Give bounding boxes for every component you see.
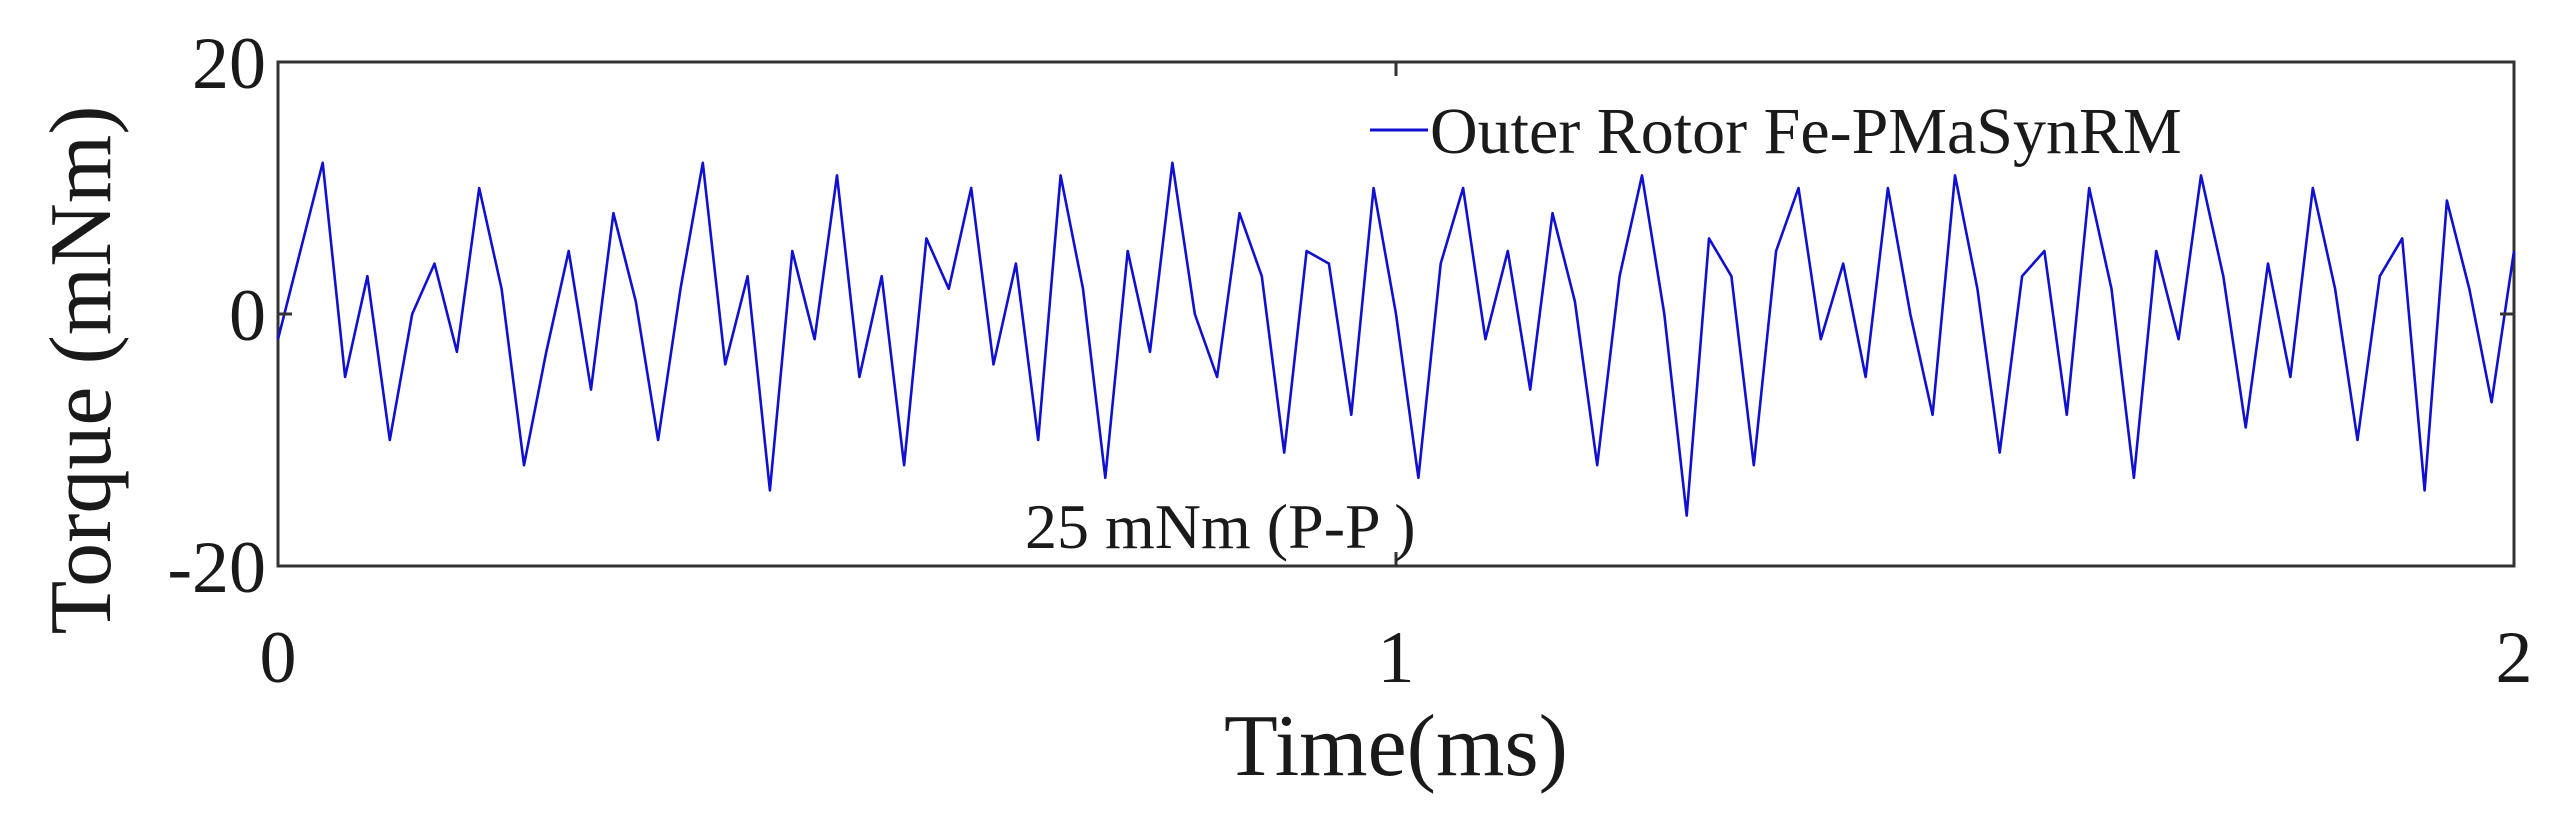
x-tick-label: 0 bbox=[260, 617, 297, 699]
x-tick-label: 1 bbox=[1378, 617, 1415, 699]
y-tick-label: -20 bbox=[167, 527, 266, 609]
legend-entry-outer-rotor: Outer Rotor Fe-PMaSynRM bbox=[1430, 95, 2182, 168]
tick-marks bbox=[276, 60, 2516, 568]
x-tick-label: 2 bbox=[2496, 617, 2533, 699]
y-tick-labels: -20 0 20 bbox=[167, 23, 266, 609]
legend: Outer Rotor Fe-PMaSynRM bbox=[1370, 95, 2182, 168]
y-tick-label: 20 bbox=[192, 23, 266, 105]
x-axis-label: Time(ms) bbox=[1224, 698, 1568, 795]
peak-to-peak-annotation: 25 mNm (P-P ) bbox=[1025, 491, 1416, 562]
x-tick-labels: 0 1 2 bbox=[260, 617, 2533, 699]
series-line-outer-rotor bbox=[276, 161, 2516, 517]
y-tick-label: 0 bbox=[229, 275, 266, 357]
y-axis-label: Torque (mNm) bbox=[33, 105, 130, 634]
